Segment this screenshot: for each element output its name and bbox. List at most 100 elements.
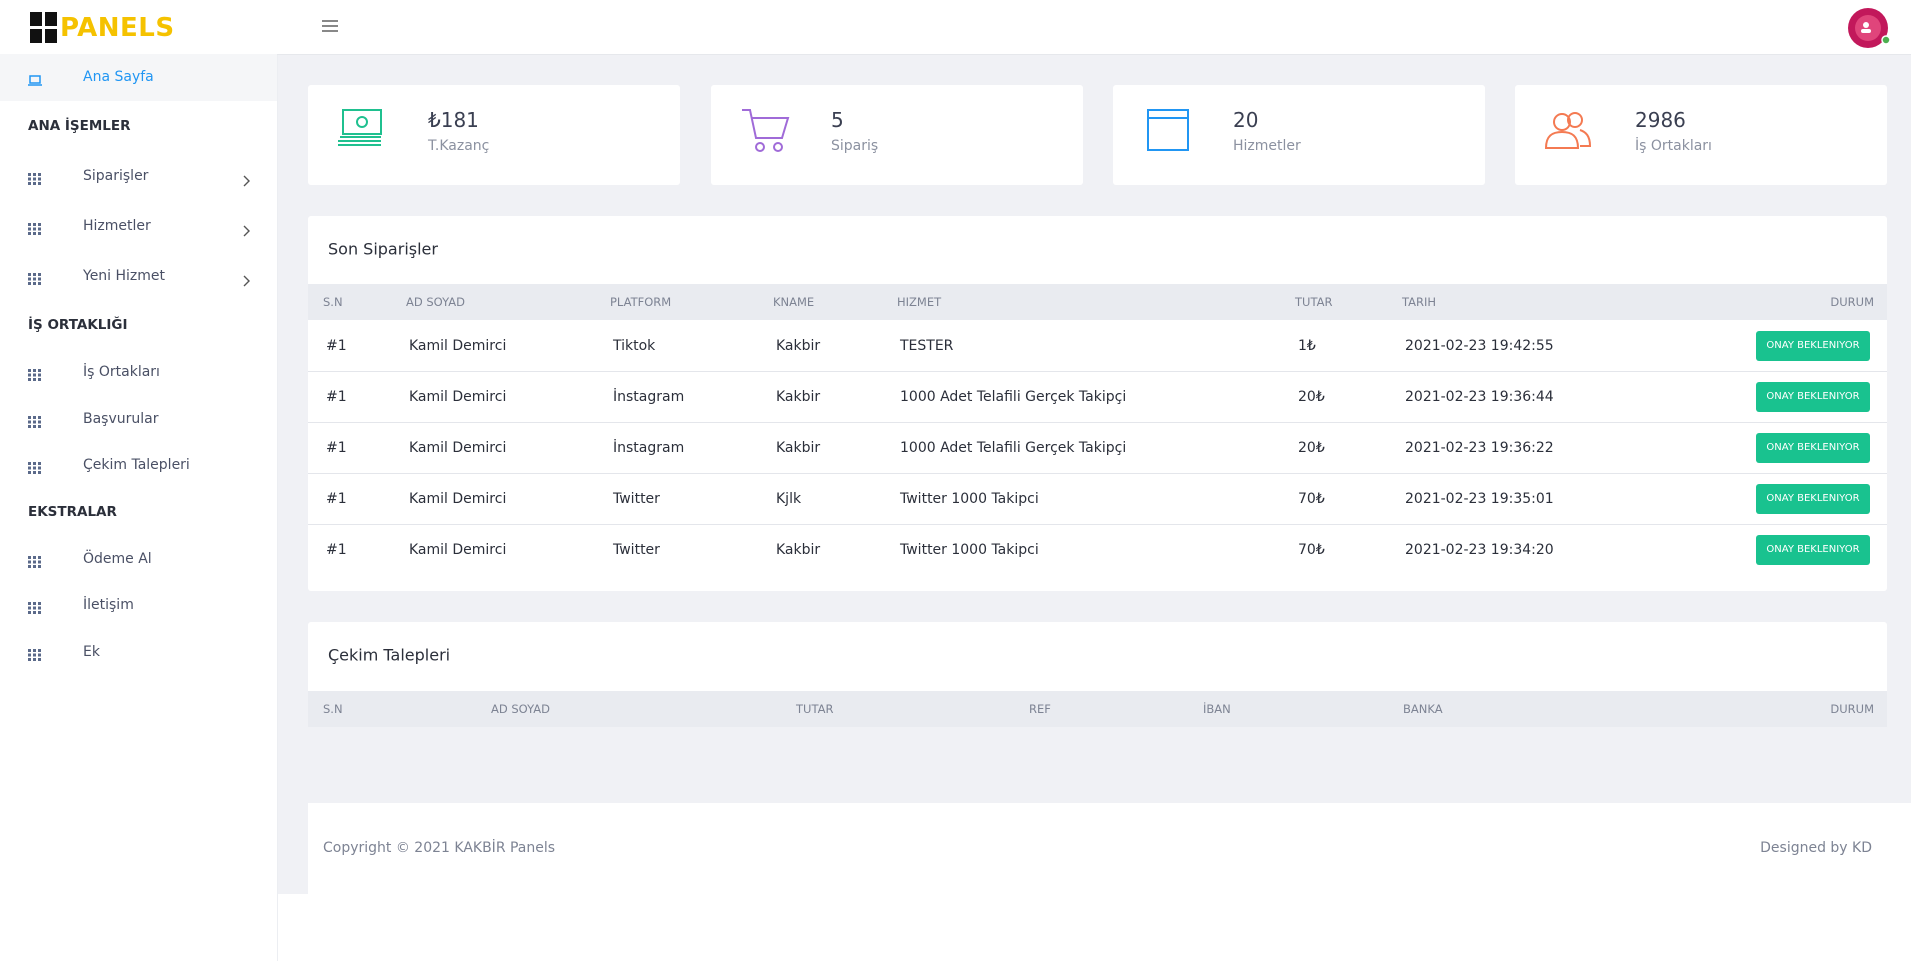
table-cell: #1 [326,491,347,507]
sidebar-item-active[interactable]: Ana Sayfa [83,69,154,85]
table-cell: Kamil Demirci [409,542,507,558]
row-divider [308,422,1887,423]
window-icon [1147,109,1189,151]
user-avatar[interactable] [1847,7,1893,49]
sidebar-border [277,54,278,961]
column-header: İBAN [1203,702,1231,716]
table-cell: İnstagram [613,389,685,405]
stat-label: Sipariş [831,138,879,154]
column-header: AD SOYAD [406,295,465,309]
sidebar-item[interactable]: Hizmetler [83,218,151,234]
table-title: Çekim Talepleri [328,645,451,665]
table-cell: 70₺ [1298,491,1325,507]
column-header: TUTAR [1295,295,1333,309]
sidebar-item[interactable]: İş Ortakları [83,364,160,380]
submenu-chevron [243,272,251,291]
table-header [308,691,1887,727]
table-header [308,284,1887,320]
table-cell: #1 [326,338,347,354]
table-cell: 2021-02-23 19:34:20 [1405,542,1554,558]
sidebar-icon [28,599,42,618]
table-title: Son Siparişler [328,239,438,259]
sidebar-section: İŞ ORTAKLIĞI [28,317,128,333]
column-header: KNAME [773,295,815,309]
table-cell: #1 [326,440,347,456]
table-cell: 70₺ [1298,542,1325,558]
sidebar-item[interactable]: Siparişler [83,168,149,184]
column-header: HIZMET [897,295,942,309]
table-cell: 20₺ [1298,440,1325,456]
menu-toggle[interactable] [322,19,338,33]
table-cell: Twitter [613,491,660,507]
stat-card [711,85,1083,185]
table-cell: Kakbir [776,338,821,354]
logo-mark [30,12,57,43]
sidebar-icon [28,646,42,665]
status-badge: ONAY BEKLENIYOR [1756,382,1870,412]
table-cell: 2021-02-23 19:36:22 [1405,440,1554,456]
table-cell: Kamil Demirci [409,491,507,507]
stat-label: T.Kazanç [428,138,490,154]
sidebar-item[interactable]: Çekim Talepleri [83,457,190,473]
table-cell: Kakbir [776,389,821,405]
sidebar-icon [28,553,42,572]
sidebar-section: ANA İŞEMLER [28,118,131,134]
table-cell: 1000 Adet Telafili Gerçek Takipçi [900,389,1127,405]
table-cell: Kamil Demirci [409,440,507,456]
footer-credit: Designed by KD [1760,840,1872,856]
table-cell: Twitter [613,542,660,558]
status-badge: ONAY BEKLENIYOR [1756,535,1870,565]
submenu-chevron [243,172,251,191]
table-cell: 2021-02-23 19:36:44 [1405,389,1554,405]
sidebar-item[interactable]: Başvurular [83,410,159,427]
stat-label: Hizmetler [1233,138,1301,154]
money-icon [338,109,382,146]
topbar [0,0,1911,55]
column-header: BANKA [1403,702,1443,716]
cart-icon [742,109,790,152]
table-cell: #1 [326,389,347,405]
table-cell: İnstagram [613,440,685,456]
table-cell: 20₺ [1298,389,1325,405]
stat-value: 5 [831,108,844,132]
sidebar-item[interactable]: Ek [83,643,100,660]
stat-card [1113,85,1485,185]
users-icon [1544,112,1592,149]
footer [308,803,1911,894]
status-badge: ONAY BEKLENIYOR [1756,433,1870,463]
table-cell: Kamil Demirci [409,338,507,354]
footer-copyright: Copyright © 2021 KAKBİR Panels [323,840,556,856]
sidebar-icon [28,270,42,289]
sidebar-icon [28,413,42,432]
sidebar-icon [28,220,42,239]
table-card [308,216,1887,591]
table-cell: Kakbir [776,542,821,558]
table-cell: 1000 Adet Telafili Gerçek Takipçi [900,440,1127,456]
sidebar-section: EKSTRALAR [28,503,117,520]
column-header: REF [1029,702,1051,716]
sidebar-item[interactable]: Ödeme Al [83,550,152,567]
active-item-icon [28,72,42,91]
column-header: S.N [323,295,343,309]
stat-value: 20 [1233,108,1259,132]
row-divider [308,524,1887,525]
column-header: DURUM [1830,702,1874,716]
stat-label: İş Ortakları [1635,138,1712,154]
table-cell: 1₺ [1298,338,1316,354]
column-header: TUTAR [796,702,834,716]
stat-card [1515,85,1887,185]
sidebar-item[interactable]: Yeni Hizmet [83,268,166,284]
status-badge: ONAY BEKLENIYOR [1756,331,1870,361]
status-badge: ONAY BEKLENIYOR [1756,484,1870,514]
sidebar-item[interactable]: İletişim [83,597,134,613]
brand: PANELS [60,13,175,43]
table-cell: Kamil Demirci [409,389,507,405]
column-header: DURUM [1830,295,1874,309]
table-cell: #1 [326,542,347,558]
column-header: S.N [323,702,343,716]
row-divider [308,473,1887,474]
column-header: AD SOYAD [491,702,550,716]
table-cell: Kjlk [776,491,802,507]
table-cell: 2021-02-23 19:35:01 [1405,491,1554,507]
